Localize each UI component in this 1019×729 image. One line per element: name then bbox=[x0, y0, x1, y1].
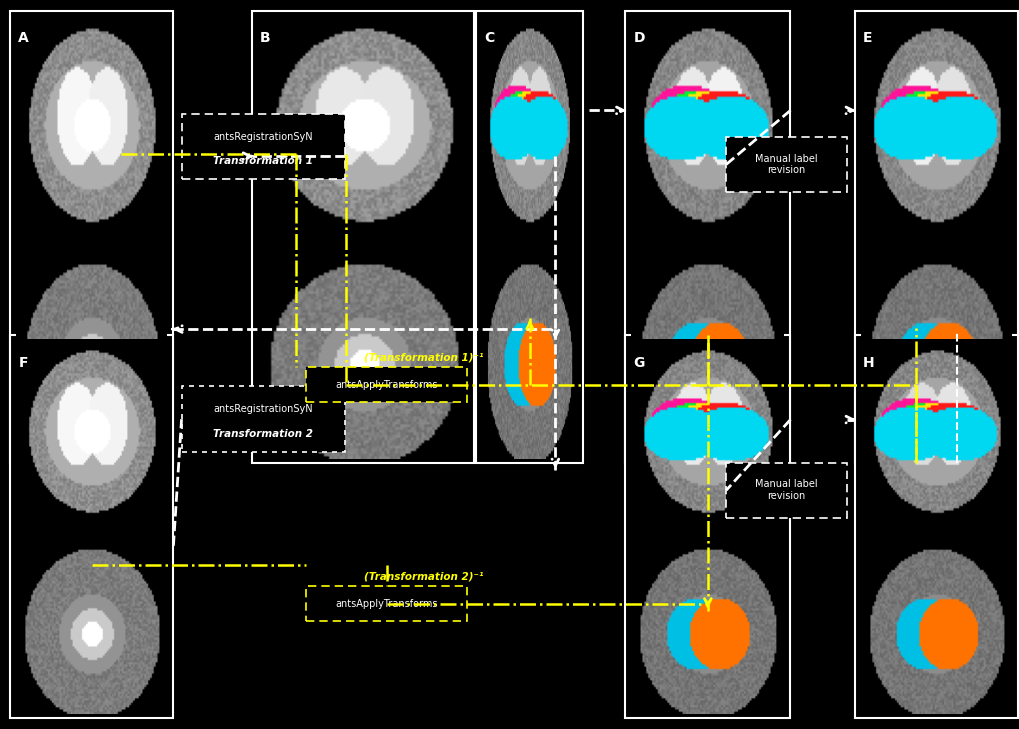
Text: Manual label
revision: Manual label revision bbox=[754, 154, 817, 175]
FancyBboxPatch shape bbox=[181, 114, 344, 179]
Bar bbox=[625, 335, 790, 718]
Bar bbox=[854, 11, 1017, 463]
Text: B: B bbox=[260, 31, 270, 45]
Bar bbox=[10, 335, 173, 718]
Text: (Transformation 2)⁻¹: (Transformation 2)⁻¹ bbox=[363, 571, 483, 581]
Bar bbox=[252, 11, 474, 463]
Text: antsRegistrationSyN: antsRegistrationSyN bbox=[213, 132, 313, 142]
FancyBboxPatch shape bbox=[306, 586, 467, 621]
Text: Transformation 2: Transformation 2 bbox=[213, 429, 313, 439]
FancyBboxPatch shape bbox=[306, 367, 467, 402]
Text: H: H bbox=[862, 356, 873, 370]
Text: (Transformation 1)⁻¹: (Transformation 1)⁻¹ bbox=[363, 352, 483, 362]
FancyBboxPatch shape bbox=[726, 137, 846, 192]
Text: Manual label
revision: Manual label revision bbox=[754, 480, 817, 501]
Text: D: D bbox=[633, 31, 644, 45]
Text: antsApplyTransforms: antsApplyTransforms bbox=[335, 380, 437, 390]
Text: G: G bbox=[633, 356, 644, 370]
Bar bbox=[625, 11, 790, 463]
Text: F: F bbox=[18, 356, 28, 370]
FancyBboxPatch shape bbox=[726, 463, 846, 518]
Bar bbox=[476, 11, 583, 463]
Bar bbox=[854, 335, 1017, 718]
Text: antsRegistrationSyN: antsRegistrationSyN bbox=[213, 405, 313, 414]
Text: antsApplyTransforms: antsApplyTransforms bbox=[335, 599, 437, 609]
Text: Transformation 1: Transformation 1 bbox=[213, 156, 313, 165]
Text: E: E bbox=[862, 31, 871, 45]
FancyBboxPatch shape bbox=[181, 386, 344, 452]
Text: C: C bbox=[484, 31, 494, 45]
Bar bbox=[10, 11, 173, 463]
Text: A: A bbox=[18, 31, 30, 45]
